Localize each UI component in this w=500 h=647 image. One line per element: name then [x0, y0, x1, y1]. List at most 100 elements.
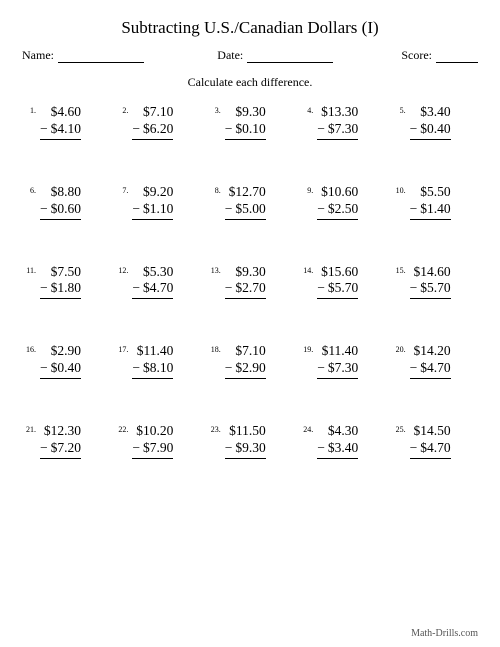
- subtrahend-row: −$5.70: [410, 280, 451, 299]
- subtrahend-row: −$5.00: [225, 201, 266, 220]
- score-field: Score:: [401, 48, 478, 63]
- problem-body: $11.50−$9.30: [225, 423, 266, 459]
- problem-body: $9.30−$2.70: [225, 264, 266, 300]
- subtrahend: $1.80: [51, 280, 81, 295]
- problem-body: $7.50−$1.80: [40, 264, 81, 300]
- name-field: Name:: [22, 48, 144, 63]
- minuend: $3.40: [410, 104, 451, 121]
- subtrahend-row: −$1.80: [40, 280, 81, 299]
- subtrahend-row: −$0.10: [225, 121, 266, 140]
- problem: 1.$4.60−$4.10: [22, 104, 108, 140]
- subtrahend-row: −$0.40: [410, 121, 451, 140]
- problem-number: 5.: [392, 104, 410, 115]
- problem-number: 20.: [392, 343, 410, 354]
- minus-icon: −: [132, 360, 143, 375]
- problem: 19.$11.40−$7.30: [299, 343, 385, 379]
- problem: 11.$7.50−$1.80: [22, 264, 108, 300]
- subtrahend-row: −$6.20: [132, 121, 173, 140]
- problem: 18.$7.10−$2.90: [207, 343, 293, 379]
- problem-body: $4.60−$4.10: [40, 104, 81, 140]
- problem-body: $11.40−$8.10: [132, 343, 173, 379]
- problem-number: 9.: [299, 184, 317, 195]
- minuend: $11.40: [317, 343, 358, 360]
- minus-icon: −: [225, 360, 236, 375]
- problem-number: 4.: [299, 104, 317, 115]
- problem-body: $10.60−$2.50: [317, 184, 358, 220]
- subtrahend: $3.40: [328, 440, 358, 455]
- subtrahend-row: −$2.50: [317, 201, 358, 220]
- minus-icon: −: [225, 280, 236, 295]
- minuend: $14.20: [410, 343, 451, 360]
- minus-icon: −: [317, 201, 328, 216]
- worksheet-page: Subtracting U.S./Canadian Dollars (I) Na…: [0, 0, 500, 647]
- subtrahend-row: −$4.10: [40, 121, 81, 140]
- problem-body: $2.90−$0.40: [40, 343, 81, 379]
- problem-body: $15.60−$5.70: [317, 264, 358, 300]
- minus-icon: −: [40, 280, 51, 295]
- problem: 16.$2.90−$0.40: [22, 343, 108, 379]
- minuend: $10.60: [317, 184, 358, 201]
- subtrahend: $4.70: [143, 280, 173, 295]
- problem-number: 12.: [114, 264, 132, 275]
- subtrahend: $6.20: [143, 121, 173, 136]
- minus-icon: −: [410, 121, 421, 136]
- problem: 25.$14.50−$4.70: [392, 423, 478, 459]
- subtrahend-row: −$8.10: [132, 360, 173, 379]
- minus-icon: −: [40, 201, 51, 216]
- problem-body: $9.20−$1.10: [132, 184, 173, 220]
- minuend: $4.30: [317, 423, 358, 440]
- subtrahend: $1.40: [420, 201, 450, 216]
- minuend: $12.70: [225, 184, 266, 201]
- problem-number: 13.: [207, 264, 225, 275]
- date-line: [247, 50, 333, 63]
- date-field: Date:: [217, 48, 333, 63]
- minuend: $5.50: [410, 184, 451, 201]
- problem-body: $7.10−$2.90: [225, 343, 266, 379]
- problem: 8.$12.70−$5.00: [207, 184, 293, 220]
- problem-body: $9.30−$0.10: [225, 104, 266, 140]
- subtrahend: $0.40: [420, 121, 450, 136]
- minuend: $7.10: [132, 104, 173, 121]
- subtrahend: $0.40: [51, 360, 81, 375]
- problem-number: 8.: [207, 184, 225, 195]
- minuend: $5.30: [132, 264, 173, 281]
- subtrahend-row: −$1.40: [410, 201, 451, 220]
- problem-body: $13.30−$7.30: [317, 104, 358, 140]
- problem-number: 24.: [299, 423, 317, 434]
- subtrahend: $2.70: [235, 280, 265, 295]
- problem: 24.$4.30−$3.40: [299, 423, 385, 459]
- problem-number: 6.: [22, 184, 40, 195]
- minuend: $9.30: [225, 264, 266, 281]
- date-label: Date:: [217, 48, 243, 63]
- problem: 6.$8.80−$0.60: [22, 184, 108, 220]
- subtrahend-row: −$9.30: [225, 440, 266, 459]
- minuend: $11.50: [225, 423, 266, 440]
- minus-icon: −: [40, 121, 51, 136]
- minus-icon: −: [132, 440, 143, 455]
- problem-body: $3.40−$0.40: [410, 104, 451, 140]
- problem: 4.$13.30−$7.30: [299, 104, 385, 140]
- subtrahend-row: −$1.10: [132, 201, 173, 220]
- minuend: $2.90: [40, 343, 81, 360]
- subtrahend: $9.30: [235, 440, 265, 455]
- subtrahend: $4.70: [420, 440, 450, 455]
- minuend: $8.80: [40, 184, 81, 201]
- problem: 22.$10.20−$7.90: [114, 423, 200, 459]
- problem-body: $5.50−$1.40: [410, 184, 451, 220]
- minuend: $14.60: [410, 264, 451, 281]
- problem-number: 10.: [392, 184, 410, 195]
- minus-icon: −: [225, 201, 236, 216]
- minuend: $15.60: [317, 264, 358, 281]
- score-line: [436, 50, 478, 63]
- problem: 9.$10.60−$2.50: [299, 184, 385, 220]
- problem-number: 11.: [22, 264, 40, 275]
- minuend: $9.30: [225, 104, 266, 121]
- minuend: $12.30: [40, 423, 81, 440]
- meta-row: Name: Date: Score:: [22, 48, 478, 63]
- problem-number: 15.: [392, 264, 410, 275]
- minus-icon: −: [317, 360, 328, 375]
- minuend: $7.50: [40, 264, 81, 281]
- minus-icon: −: [317, 280, 328, 295]
- problem: 21.$12.30−$7.20: [22, 423, 108, 459]
- subtrahend: $2.90: [235, 360, 265, 375]
